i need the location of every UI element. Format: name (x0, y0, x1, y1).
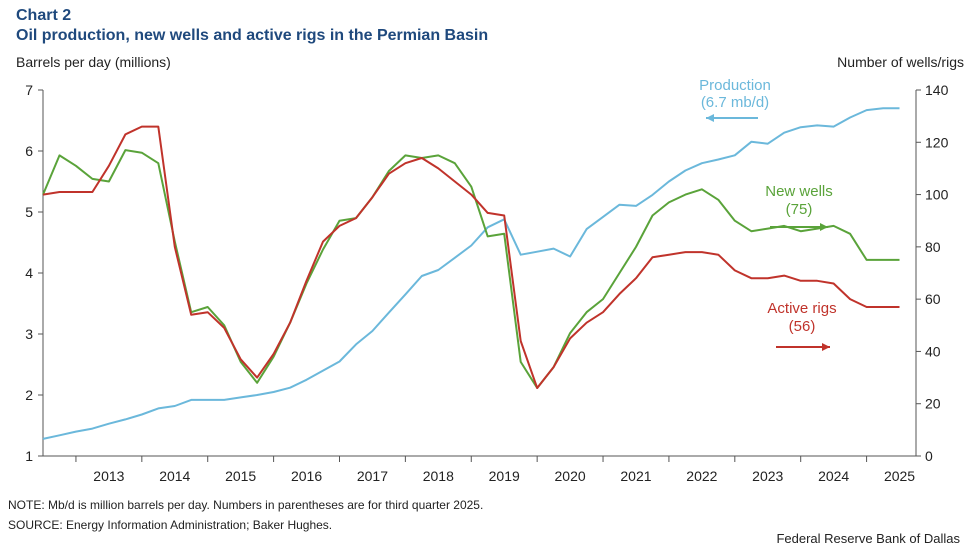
x-tick-label: 2017 (357, 468, 388, 484)
x-tick-label: 2022 (686, 468, 717, 484)
y-axis-left-label: Barrels per day (millions) (16, 54, 171, 70)
annotation-arrowhead-new-wells (820, 223, 828, 231)
footnote-source: SOURCE: Energy Information Administratio… (8, 518, 333, 532)
chart-title: Oil production, new wells and active rig… (16, 27, 489, 44)
credit: Federal Reserve Bank of Dallas (776, 531, 960, 546)
x-tick-label: 2024 (818, 468, 849, 484)
annotation-production-name: Production (699, 77, 771, 94)
y-right-tick-label: 60 (925, 291, 941, 307)
footnote-note: NOTE: Mb/d is million barrels per day. N… (8, 498, 484, 512)
y-left-tick-label: 2 (25, 387, 33, 403)
x-tick-label: 2016 (291, 468, 322, 484)
y-right-tick-label: 80 (925, 239, 941, 255)
annotation-arrowhead-production (706, 114, 714, 122)
x-tick-label: 2025 (884, 468, 915, 484)
y-left-tick-label: 3 (25, 326, 33, 342)
x-tick-label: 2014 (159, 468, 190, 484)
y-axis-right-label: Number of wells/rigs (837, 54, 964, 70)
x-tick-label: 2018 (423, 468, 454, 484)
y-right-tick-label: 20 (925, 396, 941, 412)
axes: 1 2 3 4 5 6 7 0 20 40 60 80 100 120 140 2013 2014 2015 201… (25, 82, 948, 484)
annotation-new-wells-value: (75) (786, 201, 813, 218)
annotation-new-wells-name: New wells (765, 183, 833, 200)
y-left-tick-label: 5 (25, 204, 33, 220)
y-left-tick-label: 7 (25, 82, 33, 98)
y-left-tick-label: 4 (25, 265, 33, 281)
chart-label: Chart 2 (16, 7, 72, 24)
y-right-tick-label: 40 (925, 343, 941, 359)
y-right-tick-label: 0 (925, 448, 933, 464)
y-right-tick-label: 120 (925, 134, 949, 150)
x-tick-label: 2020 (555, 468, 586, 484)
annotation-arrowhead-active-rigs (822, 343, 830, 351)
x-tick-label: 2015 (225, 468, 256, 484)
x-tick-label: 2021 (620, 468, 651, 484)
series-line-active-rigs (42, 125, 900, 389)
annotation-production-value: (6.7 mb/d) (701, 94, 769, 111)
annotation-active-rigs-name: Active rigs (767, 300, 836, 317)
y-right-tick-label: 100 (925, 187, 949, 203)
series-lines (42, 107, 900, 440)
y-left-tick-label: 6 (25, 143, 33, 159)
series-line-production (42, 107, 900, 440)
y-left-tick-label: 1 (25, 448, 33, 464)
x-tick-label: 2019 (489, 468, 520, 484)
x-tick-label: 2023 (752, 468, 783, 484)
annotations: Production(6.7 mb/d) New wells(75) Active … (699, 77, 837, 351)
x-tick-label: 2013 (93, 468, 124, 484)
annotation-active-rigs-value: (56) (789, 318, 816, 335)
y-right-tick-label: 140 (925, 82, 949, 98)
